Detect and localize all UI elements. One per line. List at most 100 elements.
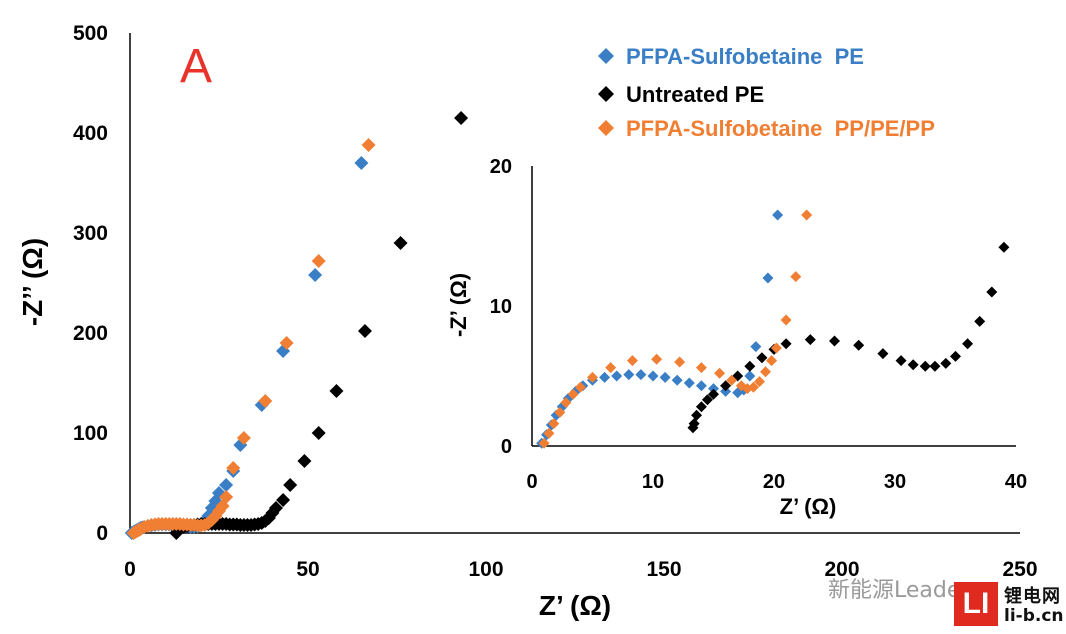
inset-axes <box>531 166 1016 447</box>
inset-point-pfpa-sulfobetaine-pe <box>744 370 756 382</box>
inset-point-pfpa-sulfobetaine-pp-pe-pp <box>543 427 555 439</box>
main-y-tick-label: 500 <box>73 22 108 45</box>
inset-point-pfpa-sulfobetaine-pp-pe-pp <box>651 353 663 365</box>
inset-point-untreated-pe <box>853 339 865 351</box>
logo-domain: li-b.cn <box>1004 606 1064 626</box>
main-point-pfpa-sulfobetaine-pp-pe-pp <box>219 490 234 504</box>
inset-point-untreated-pe <box>919 360 931 372</box>
main-x-tick-label: 200 <box>824 558 859 581</box>
logo-mark: LI <box>954 582 998 626</box>
inset-x-tick-label: 20 <box>763 471 785 493</box>
main-point-untreated-pe <box>329 384 344 398</box>
inset-point-pfpa-sulfobetaine-pp-pe-pp <box>747 381 759 393</box>
inset-point-pfpa-sulfobetaine-pp-pe-pp <box>801 209 813 221</box>
main-point-untreated-pe <box>393 236 408 250</box>
inset-point-untreated-pe <box>974 315 986 327</box>
legend-label-untreated-pe: Untreated PE <box>626 82 764 107</box>
inset-point-pfpa-sulfobetaine-pp-pe-pp <box>674 356 686 368</box>
inset-point-pfpa-sulfobetaine-pp-pe-pp <box>554 406 566 418</box>
main-axes <box>129 33 1020 534</box>
inset-point-untreated-pe <box>708 388 719 400</box>
legend: PFPA-Sulfobetaine PE Untreated PE PFPA-Sul… <box>598 44 935 141</box>
inset-x-tick-label: 40 <box>1005 471 1027 493</box>
main-y-tick-label: 100 <box>73 422 108 445</box>
inset-point-untreated-pe <box>829 335 840 347</box>
main-point-pfpa-sulfobetaine-pp-pe-pp <box>236 431 251 445</box>
inset-point-untreated-pe <box>695 401 707 413</box>
inset-point-pfpa-sulfobetaine-pp-pe-pp <box>587 371 598 383</box>
main-point-pfpa-sulfobetaine-pe <box>308 268 323 282</box>
main-point-untreated-pe <box>297 454 312 468</box>
main-point-pfpa-sulfobetaine-pp-pe-pp <box>311 254 326 268</box>
inset-point-pfpa-sulfobetaine-pp-pe-pp <box>695 362 707 374</box>
inset-point-pfpa-sulfobetaine-pp-pe-pp <box>574 381 586 393</box>
inset-point-pfpa-sulfobetaine-pp-pe-pp <box>626 355 638 367</box>
inset-point-untreated-pe <box>986 286 998 298</box>
main-y-tick-label: 200 <box>73 322 108 345</box>
inset-point-pfpa-sulfobetaine-pp-pe-pp <box>760 366 772 378</box>
main-y-axis-label: -Z’’ (Ω) <box>17 238 48 326</box>
main-x-tick-label: 50 <box>296 558 319 581</box>
inset-point-untreated-pe <box>940 357 952 369</box>
inset-point-pfpa-sulfobetaine-pp-pe-pp <box>766 355 778 367</box>
inset-point-untreated-pe <box>895 355 907 367</box>
main-point-pfpa-sulfobetaine-pp-pe-pp <box>361 138 376 152</box>
main-point-pfpa-sulfobetaine-pe <box>219 478 234 492</box>
main-point-pfpa-sulfobetaine-pp-pe-pp <box>258 394 273 408</box>
inset-point-untreated-pe <box>950 350 961 362</box>
main-point-untreated-pe <box>454 111 469 125</box>
legend-label-pfpa-sulfobetaine-pp-pe-pp: PFPA-Sulfobetaine PP/PE/PP <box>626 116 935 141</box>
inset-point-pfpa-sulfobetaine-pp-pe-pp <box>567 388 579 400</box>
legend-marker-pfpa-sulfobetaine-pp-pe-pp <box>598 120 614 136</box>
main-point-untreated-pe <box>268 501 283 515</box>
inset-y-tick-label: 10 <box>490 296 512 318</box>
inset-point-pfpa-sulfobetaine-pp-pe-pp <box>714 367 726 379</box>
inset-point-pfpa-sulfobetaine-pp-pe-pp <box>770 342 782 354</box>
inset-point-pfpa-sulfobetaine-pe <box>695 380 707 392</box>
inset-point-untreated-pe <box>691 409 703 421</box>
main-point-pfpa-sulfobetaine-pp-pe-pp <box>279 336 294 350</box>
inset-point-untreated-pe <box>962 338 974 350</box>
main-point-untreated-pe <box>357 324 372 338</box>
main-points <box>124 111 469 540</box>
legend-marker-pfpa-sulfobetaine-pe <box>598 48 614 64</box>
inset-point-pfpa-sulfobetaine-pe <box>762 272 774 284</box>
inset-point-untreated-pe <box>688 418 700 430</box>
inset-point-pfpa-sulfobetaine-pe <box>671 374 683 386</box>
inset-point-pfpa-sulfobetaine-pp-pe-pp <box>605 362 617 374</box>
panel-label: A <box>180 40 212 93</box>
inset-point-pfpa-sulfobetaine-pe <box>647 370 659 382</box>
inset-y-tick-label: 20 <box>490 156 512 178</box>
inset-point-untreated-pe <box>701 394 713 406</box>
inset-point-pfpa-sulfobetaine-pp-pe-pp <box>753 376 765 388</box>
inset-point-pfpa-sulfobetaine-pe <box>720 385 732 397</box>
inset-x-tick-label: 10 <box>642 471 664 493</box>
inset-points <box>536 209 1010 449</box>
main-y-tick-label: 300 <box>73 222 108 245</box>
main-x-tick-label: 150 <box>646 558 681 581</box>
inset-point-pfpa-sulfobetaine-pe <box>635 369 647 381</box>
inset-point-untreated-pe <box>720 380 732 392</box>
legend-marker-untreated-pe <box>598 86 614 102</box>
inset-point-pfpa-sulfobetaine-pe <box>623 369 635 381</box>
main-point-untreated-pe <box>276 493 291 507</box>
watermark-text: 新能源Leader <box>828 578 970 603</box>
inset-point-pfpa-sulfobetaine-pe <box>708 383 719 395</box>
main-x-tick-label: 0 <box>124 558 136 581</box>
main-point-pfpa-sulfobetaine-pe <box>354 156 369 170</box>
main-point-untreated-pe <box>283 478 298 492</box>
inset-point-untreated-pe <box>744 360 756 372</box>
inset-point-pfpa-sulfobetaine-pp-pe-pp <box>790 271 802 283</box>
inset-point-pfpa-sulfobetaine-pe <box>772 209 784 221</box>
inset-point-pfpa-sulfobetaine-pp-pe-pp <box>548 418 560 430</box>
inset-point-pfpa-sulfobetaine-pp-pe-pp <box>726 374 738 386</box>
inset-point-pfpa-sulfobetaine-pe <box>750 341 762 353</box>
inset-y-axis-label: -Z’ (Ω) <box>446 273 471 337</box>
inset-point-pfpa-sulfobetaine-pe <box>599 371 611 383</box>
inset-x-axis-label: Z’ (Ω) <box>780 494 837 519</box>
inset-x-tick-label: 0 <box>526 471 537 493</box>
main-x-tick-label: 100 <box>468 558 503 581</box>
inset-point-pfpa-sulfobetaine-pe <box>659 371 671 383</box>
